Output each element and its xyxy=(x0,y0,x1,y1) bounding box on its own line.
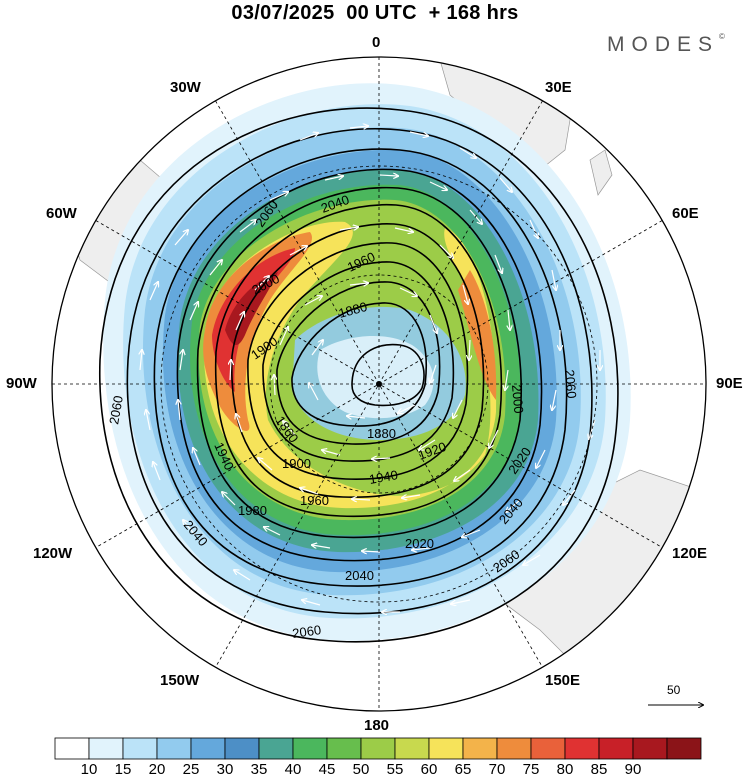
colorbar-swatch xyxy=(632,737,668,760)
longitude-label-90w: 90W xyxy=(6,375,37,392)
colorbar-tick-label: 45 xyxy=(318,761,336,778)
longitude-label-180: 180 xyxy=(364,717,390,734)
colorbar-tick-label: 50 xyxy=(352,761,370,778)
colorbar-tick-label: 30 xyxy=(216,761,234,778)
longitude-label-60e: 60E xyxy=(672,205,699,222)
colorbar-tick-label: 65 xyxy=(454,761,472,778)
reference-vector-label: 50 xyxy=(667,683,681,697)
colorbar-swatch xyxy=(326,737,362,760)
height-contours xyxy=(99,107,619,643)
brand-text: MODES xyxy=(607,33,720,56)
longitude-label-150e: 150E xyxy=(545,672,581,689)
colorbar-tick-label: 20 xyxy=(148,761,166,778)
colorbar-tick-label: 85 xyxy=(590,761,608,778)
colorbar-swatch xyxy=(156,737,192,760)
colorbar-tick-label: 60 xyxy=(420,761,438,778)
colorbar-tick-label: 25 xyxy=(182,761,200,778)
longitude-label-0: 0 xyxy=(372,34,381,51)
colorbar-tick-label: 40 xyxy=(284,761,302,778)
longitude-label-90e: 90E xyxy=(716,375,743,392)
longitude-label-60w: 60W xyxy=(46,205,77,222)
graticule xyxy=(52,57,706,711)
longitude-label-30e: 30E xyxy=(545,79,572,96)
colorbar-tick-label: 75 xyxy=(522,761,540,778)
longitude-label-150w: 150W xyxy=(160,672,200,689)
colorbar-swatch xyxy=(428,737,464,760)
longitude-label-120e: 120E xyxy=(672,545,708,562)
map-title: 03/07/2025 00 UTC + 168 hrs xyxy=(231,2,519,24)
colorbar-swatch xyxy=(224,737,260,760)
colorbar-swatch xyxy=(360,737,396,760)
colorbar-tick-label: 55 xyxy=(386,761,404,778)
colorbar-swatch xyxy=(54,737,90,760)
colorbar-swatch xyxy=(394,737,430,760)
brand-logo: MODES© xyxy=(607,32,725,57)
colorbar-swatch xyxy=(88,737,124,760)
colorbar-tick-label: 70 xyxy=(488,761,506,778)
colorbar-swatch xyxy=(598,737,634,760)
colorbar-tick-label: 80 xyxy=(556,761,574,778)
colorbar-swatch xyxy=(496,737,532,760)
colorbar-swatch xyxy=(258,737,294,760)
colorbar-tick-label: 35 xyxy=(250,761,268,778)
madagascar-land xyxy=(589,149,613,196)
longitude-label-30w: 30W xyxy=(170,79,201,96)
colorbar-swatch xyxy=(190,737,226,760)
colorbar-swatch xyxy=(292,737,328,760)
map-boundary xyxy=(51,56,707,712)
longitude-label-120w: 120W xyxy=(33,545,73,562)
colorbar-swatch xyxy=(564,737,600,760)
colorbar-tick-label: 15 xyxy=(114,761,132,778)
colorbar-swatch xyxy=(462,737,498,760)
colorbar-swatch xyxy=(666,737,702,760)
colorbar-tick-label: 10 xyxy=(80,761,98,778)
colorbar-swatch xyxy=(122,737,158,760)
colorbar-tick-label: 90 xyxy=(624,761,642,778)
colorbar-swatch xyxy=(530,737,566,760)
copyright-mark: © xyxy=(719,32,725,41)
wind-vectors xyxy=(140,126,600,612)
map-disk xyxy=(59,57,706,701)
